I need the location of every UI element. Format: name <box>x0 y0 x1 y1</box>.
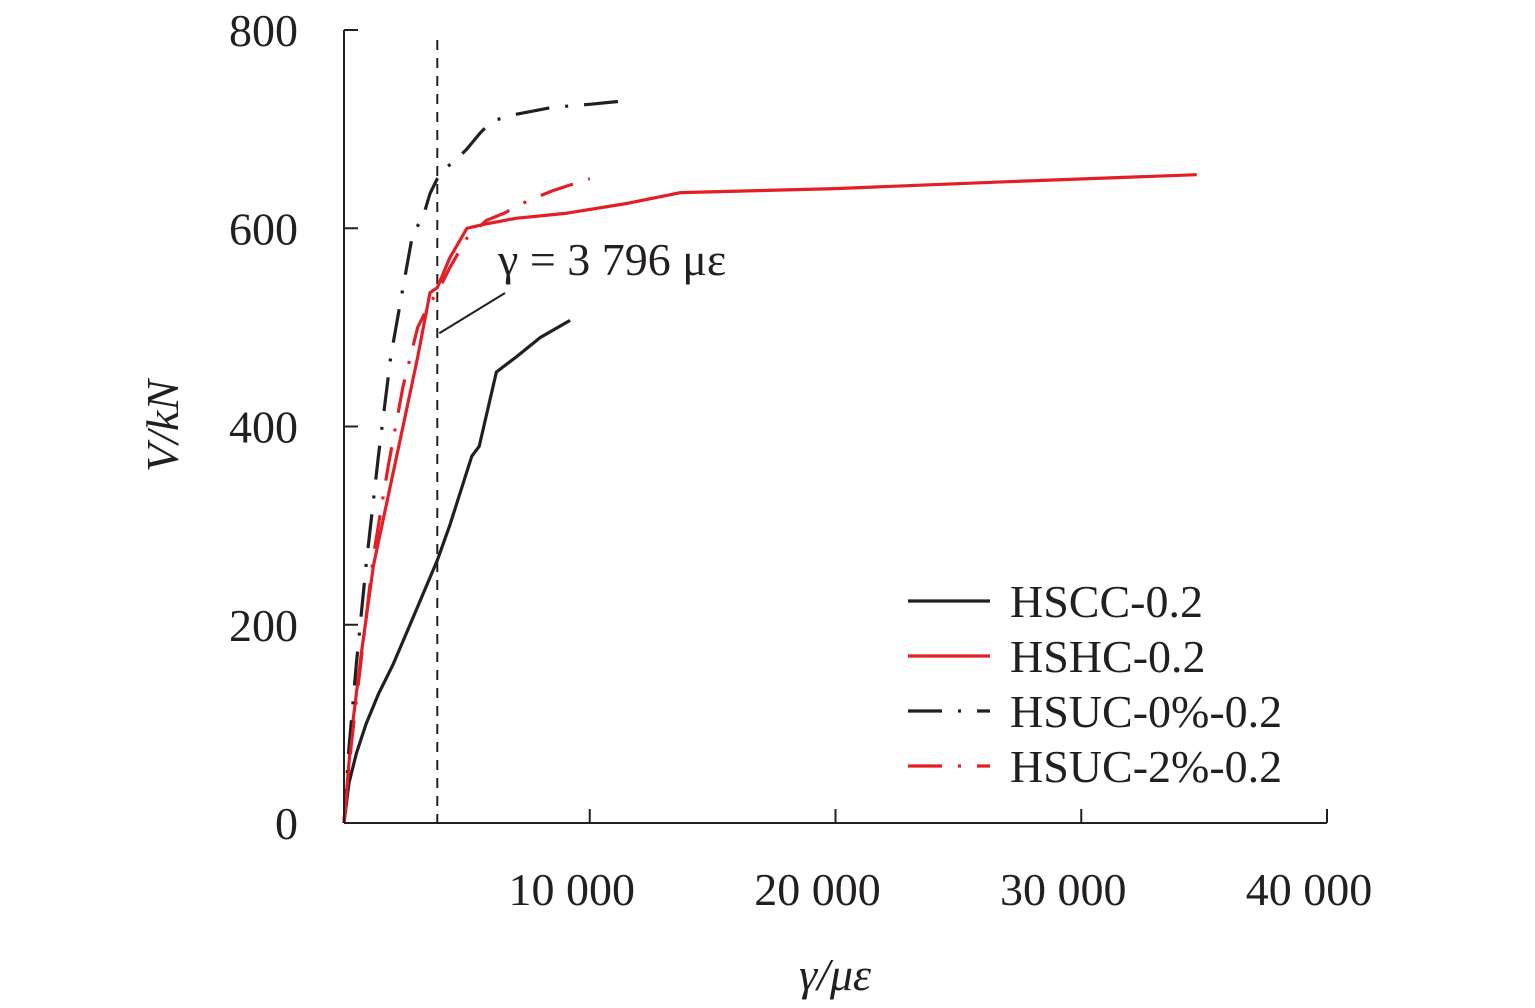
y-tick-label: 600 <box>229 203 298 254</box>
x-tick-label: 10 000 <box>509 864 636 915</box>
x-axis-title: γ/με <box>799 949 872 1000</box>
series-line-3 <box>342 99 620 824</box>
series-line-1 <box>342 319 571 824</box>
y-tick-label: 800 <box>229 5 298 56</box>
ticks-layer: 0 200 400 600 800 10 000 20 000 30 000 40 000 <box>229 5 1372 915</box>
legend-label-4: HSUC-2%-0.2 <box>1010 741 1282 792</box>
legend-label-1: HSCC-0.2 <box>1010 576 1203 627</box>
annotation-leader-line <box>438 292 506 335</box>
legend-label-2: HSHC-0.2 <box>1010 631 1206 682</box>
y-axis-title: V/kN <box>137 378 188 472</box>
x-tick-label: 30 000 <box>1000 864 1127 915</box>
legend-label-3: HSUC-0%-0.2 <box>1010 686 1282 737</box>
y-tick-label: 200 <box>229 600 298 651</box>
y-tick-label: 400 <box>229 402 298 453</box>
x-tick-label: 40 000 <box>1246 864 1373 915</box>
y-tick-label: 0 <box>275 798 298 849</box>
annotation-layer: γ = 3 796 με <box>438 234 726 335</box>
x-tick-label: 20 000 <box>754 864 881 915</box>
series-layer <box>342 99 1197 824</box>
series-line-4 <box>342 177 591 824</box>
annotation-label: γ = 3 796 με <box>497 234 726 285</box>
